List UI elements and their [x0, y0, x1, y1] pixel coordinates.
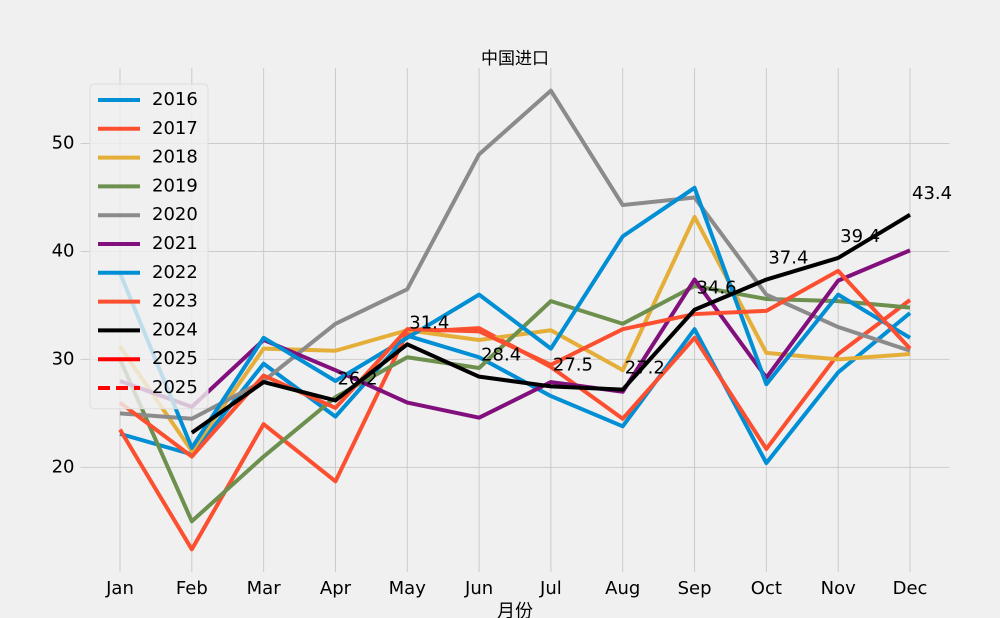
x-tick-label: Apr	[320, 578, 352, 599]
legend-label: 2025	[152, 348, 198, 369]
legend-label: 2017	[152, 118, 198, 139]
legend-label: 2019	[152, 175, 198, 196]
y-tick-label: 30	[52, 348, 75, 369]
data-label: 27.5	[553, 354, 593, 375]
y-tick-label: 50	[52, 133, 75, 154]
data-label: 28.4	[481, 345, 521, 366]
x-tick-label: Aug	[605, 578, 640, 599]
legend-label: 2022	[152, 262, 198, 283]
legend-label: 2023	[152, 291, 198, 312]
x-axis-label: 月份	[497, 601, 533, 618]
chart-title: 中国进口	[481, 49, 549, 69]
data-label: 27.2	[625, 358, 665, 379]
x-tick-label: Mar	[247, 578, 282, 599]
x-tick-label: Dec	[893, 578, 928, 599]
x-tick-label: Oct	[751, 578, 782, 599]
legend-label: 2025	[152, 377, 198, 398]
y-tick-label: 20	[52, 456, 75, 477]
y-tick-label: 40	[52, 240, 75, 261]
data-label: 31.4	[409, 312, 449, 333]
legend-label: 2016	[152, 89, 198, 110]
x-tick-label: Jul	[539, 578, 562, 599]
series-line	[119, 311, 912, 465]
legend-label: 2020	[152, 204, 198, 225]
data-label: 37.4	[768, 248, 808, 269]
x-tick-label: Nov	[821, 578, 856, 599]
x-tick-label: Sep	[678, 578, 712, 599]
legend-box	[89, 83, 209, 410]
data-label: 26.2	[337, 368, 377, 389]
legend-label: 2024	[152, 319, 198, 340]
x-tick-label: Feb	[176, 578, 208, 599]
data-label: 34.6	[697, 278, 737, 299]
series-line	[118, 185, 912, 450]
legend-label: 2021	[152, 233, 198, 254]
series-line	[119, 248, 911, 420]
data-label: 39.4	[840, 226, 880, 247]
x-tick-label: Jun	[464, 578, 493, 599]
legend-label: 2018	[152, 147, 198, 168]
legend: 2016 2017 2018 2019 2020 2021 2022 2023 2024 2025…	[89, 83, 209, 410]
data-label: 43.4	[912, 183, 952, 204]
series-line	[190, 213, 912, 435]
x-tick-label: Jan	[105, 578, 134, 599]
x-tick-label: May	[389, 578, 427, 599]
